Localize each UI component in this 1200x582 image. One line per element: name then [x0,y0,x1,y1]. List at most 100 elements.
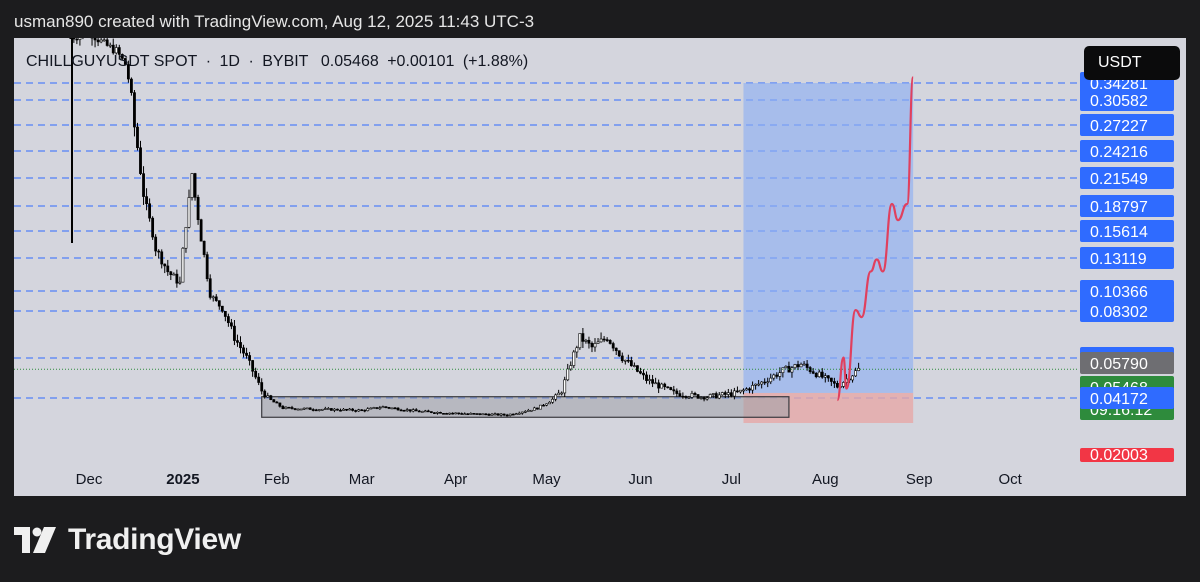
candle-body [402,410,406,412]
candle-body [405,409,409,411]
candle-body [230,322,233,327]
price-scale-label: 0.24216 [1090,144,1148,161]
candle-body [629,360,633,367]
candle-body [436,412,439,414]
candle-body [381,406,385,409]
candle-body [784,365,788,369]
candle-body [278,402,282,407]
candle-body [105,39,109,46]
candle-body [196,196,200,220]
candle-body [575,347,579,353]
candle-body [354,410,358,412]
candle-body [75,38,79,41]
x-axis-tick-label: Feb [264,471,290,488]
candle-body [272,399,276,403]
candle-body [263,390,267,398]
candle-body [311,409,315,411]
candle-body [736,390,739,393]
candle-body [275,401,279,404]
candle-body [357,409,361,412]
separator: · [205,53,212,70]
candle-body [248,355,251,361]
x-axis-tick-label: Oct [998,471,1022,488]
candle-body [257,376,261,383]
candle-body [648,379,651,381]
candle-body [714,393,718,399]
candle-body [520,411,524,414]
candle-body [339,409,342,412]
candle-body [775,374,779,377]
candle-body [523,411,527,413]
candle-body [439,412,442,414]
candle-body [563,379,567,394]
candle-body [417,410,421,413]
candle-body [820,371,824,378]
candle-body [429,411,433,413]
symbol-name: CHILLGUYUSDT SPOT [26,53,198,70]
candle-body [190,173,194,198]
candle-body [823,375,827,378]
candle-body [269,395,273,400]
candle-body [702,397,706,400]
candle-body [372,407,376,409]
x-axis-tick-label: May [532,471,561,488]
tradingview-logo-icon [14,527,56,553]
candle-body [514,413,518,416]
candle-body [832,381,836,384]
candle-body [126,64,130,80]
candle-body [157,250,161,253]
price-label-bg [1080,280,1174,302]
candle-body [460,413,464,415]
candle-body [281,406,285,409]
candle-body [663,383,667,388]
candle-body [469,413,473,415]
price-label-bg [1080,114,1174,136]
price-scale-label: 0.08302 [1090,304,1148,321]
candle-body [72,38,76,40]
price-scale-label: 0.13119 [1090,251,1147,268]
candle-body [93,38,97,41]
candle-body [569,365,573,370]
candle-body [472,413,476,415]
candle-body [399,409,403,412]
candle-body [748,388,751,391]
candle-body [393,407,397,410]
candle-body [308,407,312,410]
candle-body [602,338,606,341]
candle-body [139,147,142,174]
candle-body [566,368,570,381]
price-chart[interactable]: Dec 2025 Feb Mar Apr May Jun Jul Aug Sep Oct 0.3428… [14,38,1186,496]
chart-area[interactable]: Dec 2025 Feb Mar Apr May Jun Jul Aug Sep Oct 0.3428… [14,38,1186,496]
price-scale-label: 0.34281 [1090,76,1148,93]
candle-body [675,390,679,394]
symbol-header: CHILLGUYUSDT SPOT · 1D · BYBIT 0.05468 +… [26,53,532,71]
candle-body [420,411,424,413]
candle-body [769,377,773,383]
candle-body [287,406,291,409]
candle-body [742,389,745,392]
interval[interactable]: 1D [219,53,240,70]
candle-body [772,374,776,379]
candle-body [172,273,176,276]
candle-body [639,371,642,374]
chart-caption: usman890 created with TradingView.com, A… [14,12,535,31]
currency-button[interactable]: USDT [1084,46,1180,80]
candle-body [757,383,761,386]
candle-body [599,338,603,343]
candle-body [411,409,415,412]
candle-body [717,394,721,399]
candle-body [290,407,294,409]
candle-body [266,395,270,398]
candle-body [245,352,248,356]
candle-body [687,397,691,399]
candle-body [711,393,715,395]
candle-body [145,196,148,205]
candle-body [475,413,479,415]
candle-body [611,343,615,349]
candle-body [305,407,309,410]
price-label-bg [1080,387,1174,409]
candle-body [423,410,427,413]
candle-body [517,412,521,415]
x-axis-tick-label: Apr [444,471,467,488]
candle-body [817,371,821,378]
